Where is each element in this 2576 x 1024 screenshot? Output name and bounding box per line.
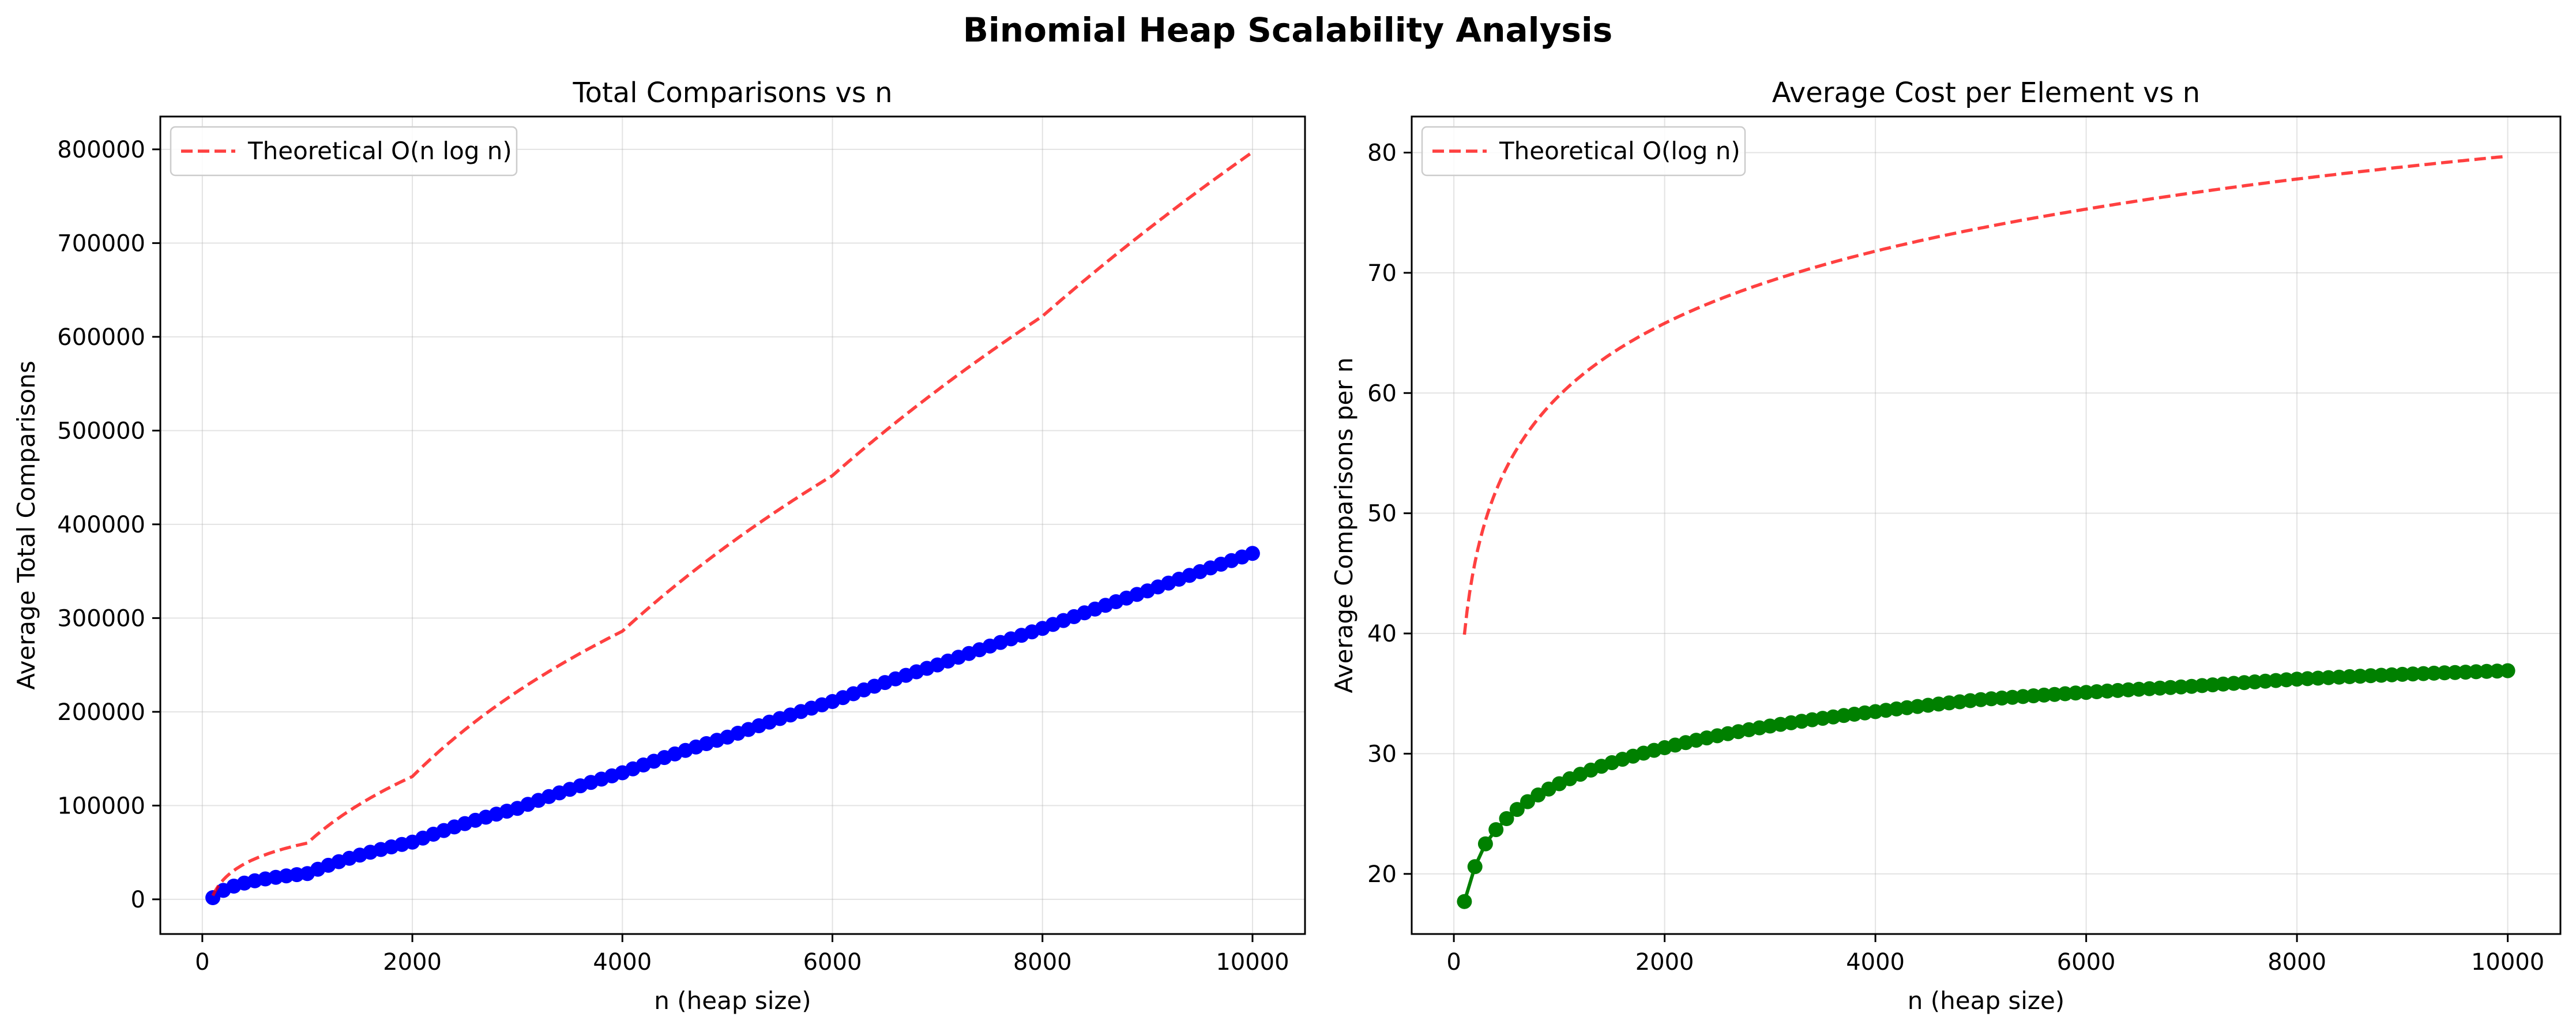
x-tick-label: 0 <box>1446 949 1461 976</box>
y-tick-label: 300000 <box>57 605 145 632</box>
x-tick-label: 4000 <box>1846 949 1905 976</box>
data-point <box>2405 666 2421 682</box>
data-point <box>1457 894 1472 909</box>
data-point <box>1499 811 1514 826</box>
y-tick-label: 50 <box>1367 501 1397 527</box>
chart-title: Total Comparisons vs n <box>572 77 892 109</box>
data-point <box>2458 665 2473 680</box>
legend-entry: Theoretical O(log n) <box>1499 137 1740 165</box>
y-tick-label: 400000 <box>57 512 145 538</box>
data-point <box>2289 672 2305 687</box>
y-tick-label: 100000 <box>57 793 145 819</box>
x-tick-label: 6000 <box>2057 949 2116 976</box>
legend-entry: Theoretical O(n log n) <box>247 137 512 165</box>
data-point <box>2437 665 2452 681</box>
x-tick-label: 6000 <box>803 949 862 976</box>
data-point <box>2500 663 2515 678</box>
data-point <box>1477 836 1493 852</box>
y-tick-label: 600000 <box>57 324 145 351</box>
axes-frame <box>1411 115 2562 935</box>
legend-box <box>170 126 518 177</box>
data-point <box>2342 669 2357 684</box>
data-point <box>2331 669 2347 685</box>
data-point <box>2394 666 2410 682</box>
y-axis-label: Average Comparisons per n <box>1330 357 1358 693</box>
data-point <box>205 890 221 905</box>
series-line-theoretical <box>1462 155 2508 635</box>
series-line-theoretical <box>211 151 1254 897</box>
x-tick-label: 4000 <box>593 949 652 976</box>
data-point <box>2384 667 2400 682</box>
y-tick-label: 200000 <box>57 699 145 726</box>
y-tick-label: 70 <box>1367 260 1397 287</box>
data-point <box>1244 546 1260 561</box>
y-tick-label: 800000 <box>57 137 145 163</box>
figure-title: Binomial Heap Scalability Analysis <box>963 10 1613 50</box>
y-tick-label: 40 <box>1367 621 1397 647</box>
data-point <box>2479 663 2495 679</box>
axes-frame <box>159 115 1306 935</box>
data-point <box>2416 666 2431 681</box>
series-line-measured <box>1462 669 2508 902</box>
x-tick-label: 8000 <box>2267 949 2326 976</box>
x-tick-label: 2000 <box>1635 949 1694 976</box>
data-point <box>2152 680 2168 696</box>
plot-area <box>1457 155 2515 909</box>
data-point <box>2352 669 2368 684</box>
x-tick-label: 10000 <box>2471 949 2544 976</box>
data-point <box>2447 665 2463 680</box>
x-tick-label: 8000 <box>1013 949 1072 976</box>
y-tick-label: 60 <box>1367 380 1397 407</box>
data-point <box>2468 664 2484 680</box>
chart-title: Average Cost per Element vs n <box>1772 77 2200 109</box>
plot-area <box>205 151 1260 905</box>
data-point <box>1488 822 1504 838</box>
x-tick-label: 10000 <box>1216 949 1289 976</box>
x-axis-label: n (heap size) <box>654 987 811 1015</box>
data-point <box>2163 680 2178 695</box>
x-axis-label: n (heap size) <box>1908 987 2064 1015</box>
data-point <box>2426 665 2442 681</box>
y-axis-label: Average Total Comparisons <box>12 361 40 690</box>
x-tick-label: 0 <box>195 949 209 976</box>
chart-total-comparisons: 0 2000 4000 6000 8000 10000010000020000030000… <box>12 77 1306 1015</box>
data-point <box>2374 667 2389 683</box>
y-tick-label: 0 <box>131 887 145 913</box>
x-tick-label: 2000 <box>383 949 442 976</box>
data-point <box>2489 663 2505 679</box>
chart-average-cost: 0 2000 4000 6000 8000 10000 20 30 40 50 60 70 80 Aver… <box>1330 77 2562 1015</box>
data-point <box>2300 671 2315 687</box>
legend: Theoretical O(n log n) <box>170 126 518 177</box>
data-point <box>1467 859 1483 875</box>
y-tick-label: 20 <box>1367 861 1397 888</box>
y-tick-label: 80 <box>1367 140 1397 167</box>
y-tick-label: 700000 <box>57 230 145 257</box>
data-point <box>2363 668 2378 684</box>
y-tick-label: 500000 <box>57 418 145 444</box>
data-point <box>2131 681 2146 697</box>
legend-box <box>1421 126 1746 177</box>
data-point <box>1509 802 1525 817</box>
data-point <box>2321 670 2336 685</box>
y-tick-label: 30 <box>1367 741 1397 767</box>
data-point <box>2173 679 2189 695</box>
legend: Theoretical O(log n) <box>1421 126 1746 177</box>
